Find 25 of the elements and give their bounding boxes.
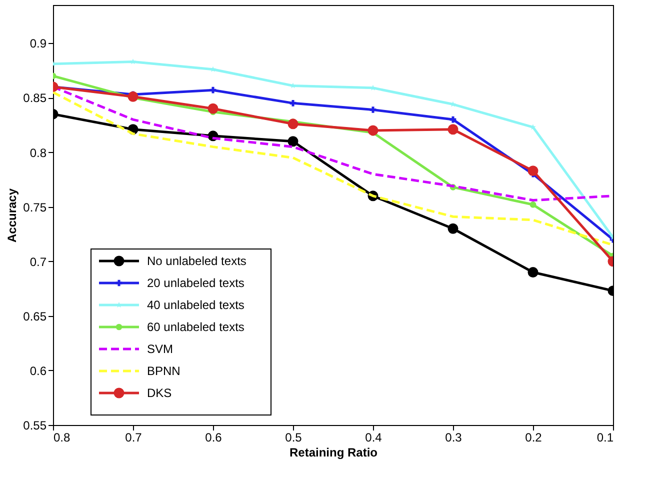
y-tick-label: 0.65 (23, 309, 47, 324)
legend-label: BPNN (147, 364, 180, 378)
legend-label: DKS (147, 386, 172, 400)
x-tick-label: 0.3 (445, 430, 462, 444)
legend-label: No unlabeled texts (147, 254, 246, 268)
y-tick-label: 0.55 (23, 418, 47, 432)
y-axis-title: Accuracy (5, 188, 20, 243)
x-tick-label: 0.4 (365, 430, 382, 444)
y-tick-label: 0.9 (30, 36, 47, 51)
y-tick-label: 0.8 (30, 146, 47, 160)
y-tick-label: 0.7 (30, 254, 47, 269)
x-tick-label: 0.8 (54, 430, 71, 444)
legend-label: 20 unlabeled texts (147, 276, 244, 290)
y-tick-label: 0.85 (23, 91, 47, 106)
x-tick-label: 0.1 (596, 430, 614, 444)
x-tick-label: 0.2 (525, 430, 542, 444)
legend-label: SVM (147, 342, 174, 356)
legend-label: 60 unlabeled texts (147, 320, 244, 334)
y-tick-label: 0.75 (23, 200, 47, 214)
x-tick-label: 0.5 (285, 430, 302, 444)
x-axis-title: Retaining Ratio (289, 446, 378, 460)
x-tick-label: 0.7 (125, 430, 142, 444)
y-tick-label: 0.6 (30, 364, 47, 378)
x-tick-label: 0.6 (205, 430, 222, 444)
legend-label: 40 unlabeled texts (147, 298, 244, 312)
